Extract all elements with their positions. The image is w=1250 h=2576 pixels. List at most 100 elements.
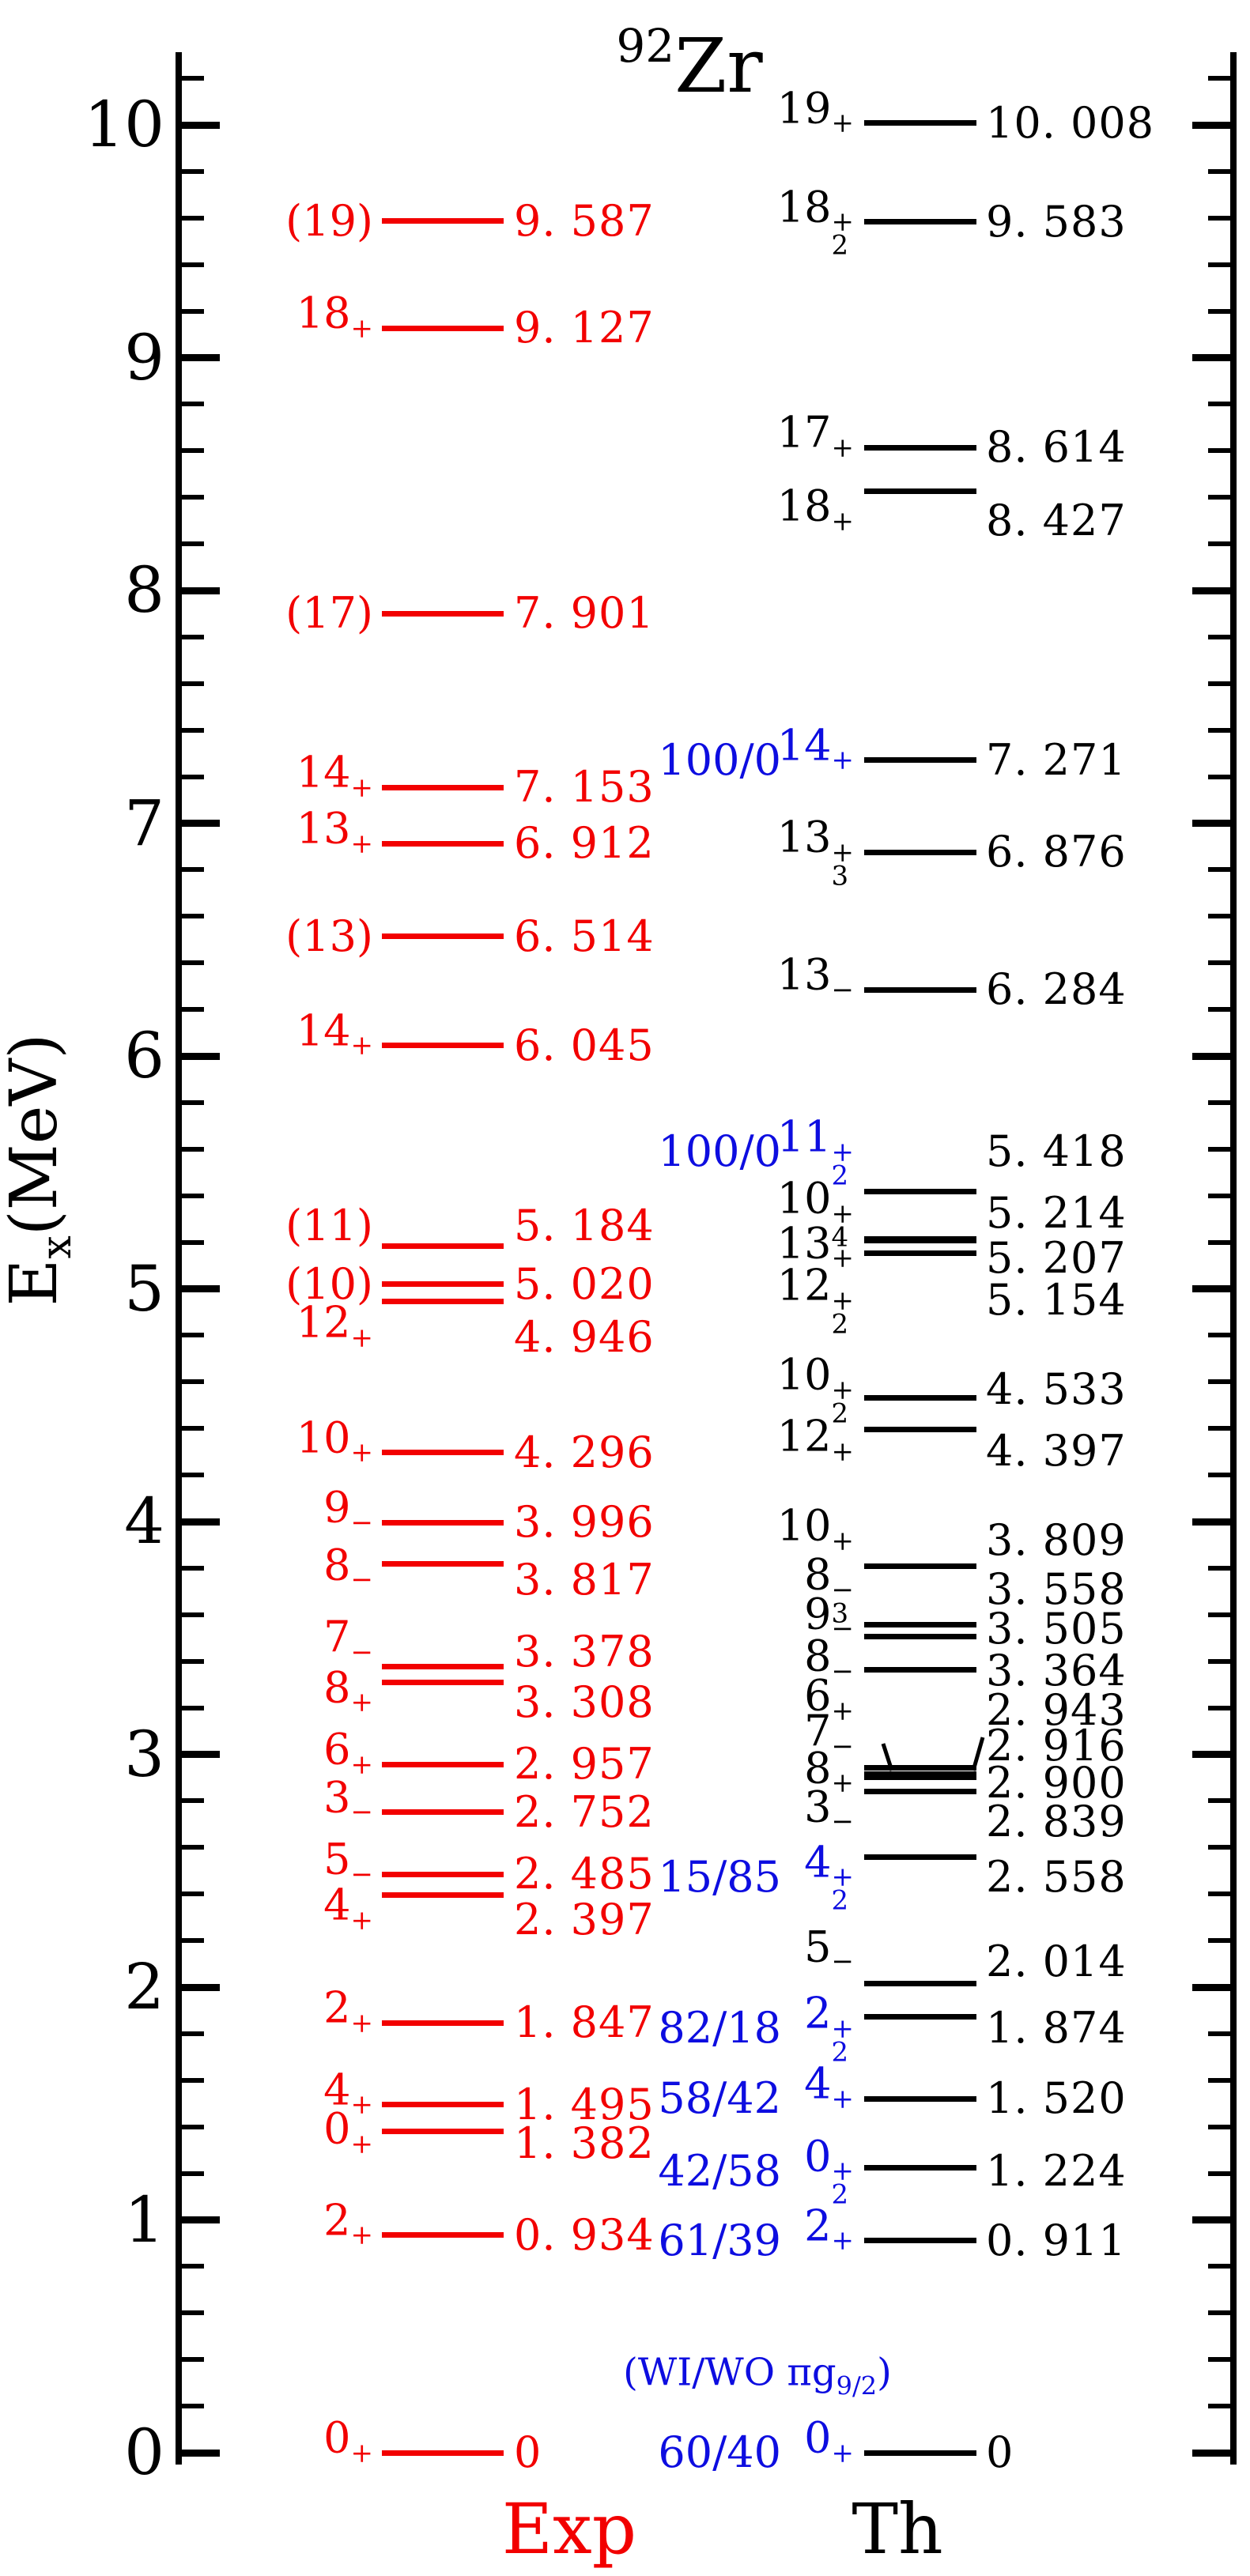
spin-supsub: − bbox=[351, 1509, 374, 1558]
level-energy-label: 5. 207 bbox=[986, 1232, 1127, 1283]
level-spin-label: 10 +4 bbox=[776, 1174, 855, 1254]
figure-title: 92Zr bbox=[616, 6, 762, 106]
level-line bbox=[382, 1243, 504, 1249]
spin-superscript: + bbox=[350, 771, 374, 804]
spin-subscript bbox=[832, 2253, 855, 2276]
level-line bbox=[864, 2095, 976, 2102]
spin-supsub: +4 bbox=[832, 1201, 855, 1251]
ratio-caption: (WI/WO πg9/2) bbox=[623, 2353, 892, 2406]
level-line bbox=[382, 784, 504, 790]
level-spin-label: 14 + bbox=[777, 724, 854, 796]
spin-supsub: − bbox=[831, 1730, 855, 1782]
level-line bbox=[864, 219, 976, 225]
y-tick-label: 2 bbox=[124, 1950, 164, 2023]
level-energy-label: 9. 127 bbox=[514, 303, 655, 353]
level-line bbox=[864, 1563, 976, 1569]
level-spin-label: 2 + bbox=[804, 2204, 854, 2276]
spin-supsub: − bbox=[831, 974, 855, 1026]
left-minor-tick bbox=[176, 1193, 204, 1198]
y-tick-label: 7 bbox=[124, 786, 164, 860]
left-minor-tick bbox=[176, 914, 204, 919]
level-ratio-label: 100/0 bbox=[658, 1126, 781, 1177]
left-major-tick bbox=[176, 121, 220, 129]
spin-subscript: 2 bbox=[831, 1884, 849, 1917]
right-axis-spine bbox=[1230, 52, 1237, 2465]
level-line bbox=[864, 1188, 976, 1194]
level-spin-label: 8− bbox=[323, 1544, 373, 1616]
right-minor-tick bbox=[1208, 1333, 1237, 1338]
right-minor-tick bbox=[1208, 960, 1237, 966]
level-spin-label: (11) bbox=[285, 1201, 373, 1251]
spin-supsub: + bbox=[831, 1435, 855, 1487]
level-spin-label: 4 + bbox=[323, 2069, 373, 2140]
level-spin-label: 8−3 bbox=[804, 1549, 854, 1630]
spin-supsub: − bbox=[350, 1564, 374, 1616]
level-energy-label: 6. 045 bbox=[514, 1020, 655, 1070]
spin-superscript: + bbox=[831, 107, 855, 139]
y-tick-label: 5 bbox=[124, 1251, 164, 1326]
level-spin-label: 8 + bbox=[804, 1747, 855, 1820]
left-major-tick bbox=[176, 820, 220, 827]
right-major-tick bbox=[1192, 820, 1237, 827]
level-energy-label: 3. 996 bbox=[514, 1497, 655, 1548]
left-minor-tick bbox=[176, 495, 204, 500]
right-minor-tick bbox=[1208, 1565, 1237, 1571]
level-energy-label: 2. 839 bbox=[986, 1796, 1127, 1846]
spin-supsub: − bbox=[832, 1808, 855, 1858]
level-energy-label: 7. 153 bbox=[514, 762, 655, 813]
left-minor-tick bbox=[176, 2357, 204, 2363]
right-minor-tick bbox=[1208, 1379, 1237, 1385]
level-ratio-label: 60/40 bbox=[658, 2427, 781, 2477]
level-line bbox=[382, 933, 504, 940]
level-spin-label: (19) bbox=[285, 195, 373, 246]
level-energy-label: 6. 912 bbox=[514, 818, 655, 869]
level-energy-label: 1. 495 bbox=[514, 2079, 655, 2129]
left-minor-tick bbox=[176, 1891, 204, 1897]
right-minor-tick bbox=[1208, 1658, 1237, 1664]
left-minor-tick bbox=[176, 448, 204, 454]
level-energy-label: 3. 817 bbox=[514, 1554, 655, 1605]
spin-superscript: + bbox=[831, 744, 855, 776]
spin-superscript: − bbox=[350, 1564, 374, 1597]
spin-superscript: + bbox=[831, 2012, 855, 2045]
left-minor-tick bbox=[176, 681, 204, 686]
level-spin-label: 12 +2 bbox=[776, 1260, 854, 1341]
level-line bbox=[864, 444, 976, 451]
level-spin-label: 12 + bbox=[296, 1302, 373, 1374]
spin-supsub: + bbox=[351, 1751, 374, 1800]
right-minor-tick bbox=[1208, 2310, 1237, 2316]
level-spin-label: 6 + bbox=[323, 1729, 373, 1801]
level-line bbox=[864, 1426, 976, 1432]
spin-superscript: − bbox=[831, 974, 855, 1006]
spin-superscript: − bbox=[831, 1730, 855, 1763]
level-energy-label: 3. 809 bbox=[986, 1515, 1127, 1566]
left-minor-tick bbox=[176, 727, 204, 733]
spin-supsub: + bbox=[832, 1698, 855, 1747]
right-minor-tick bbox=[1208, 1798, 1237, 1804]
level-energy-label: 0 bbox=[986, 2427, 1014, 2477]
spin-supsub: + bbox=[351, 2130, 374, 2179]
spin-superscript: + bbox=[350, 1904, 374, 1937]
spin-superscript: + bbox=[831, 1242, 855, 1274]
right-major-tick bbox=[1192, 2216, 1237, 2223]
level-line bbox=[864, 1775, 976, 1781]
level-spin-label: 13 + bbox=[777, 1222, 854, 1294]
level-energy-label: 5. 154 bbox=[986, 1275, 1127, 1326]
level-energy-label: 0. 911 bbox=[986, 2215, 1127, 2265]
spin-superscript: − bbox=[831, 1613, 855, 1646]
left-major-tick bbox=[176, 1285, 220, 1292]
right-minor-tick bbox=[1208, 2124, 1237, 2129]
left-major-tick bbox=[176, 1751, 220, 1758]
spin-supsub: + bbox=[832, 1770, 855, 1819]
level-spin-label: 0 +2 bbox=[804, 2131, 854, 2211]
right-minor-tick bbox=[1208, 1099, 1237, 1105]
spin-superscript: + bbox=[831, 1435, 855, 1468]
spin-supsub: +2 bbox=[832, 1376, 855, 1427]
spin-subscript: 3 bbox=[831, 860, 849, 892]
level-spin-label: 6 + bbox=[804, 1675, 854, 1747]
right-major-tick bbox=[1192, 2449, 1237, 2457]
right-minor-tick bbox=[1208, 681, 1237, 686]
level-line bbox=[864, 120, 976, 126]
level-energy-label: 5. 184 bbox=[514, 1201, 655, 1251]
left-minor-tick bbox=[176, 1612, 204, 1617]
